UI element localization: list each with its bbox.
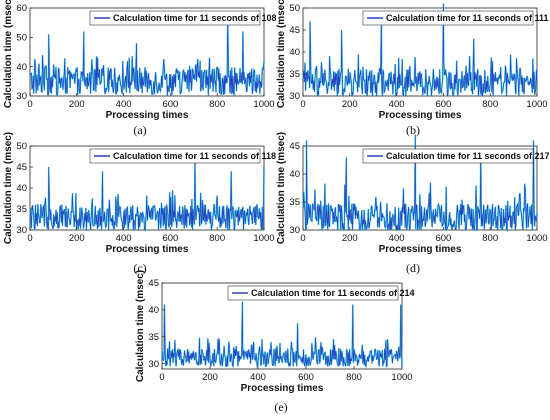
y-tick-label: 30 xyxy=(289,91,300,102)
x-tick-label: 600 xyxy=(162,99,178,110)
x-tick-label: 0 xyxy=(159,372,164,383)
legend-box xyxy=(362,148,534,164)
x-tick-label: 800 xyxy=(482,233,498,244)
x-tick-label: 400 xyxy=(250,372,266,383)
y-axis-label: Calculation time (msec) xyxy=(135,270,146,382)
panel-a: 0 200 400 600 800 1000 30 40 50 60 Processing time… xyxy=(3,0,277,137)
x-tick-label: 600 xyxy=(162,233,178,244)
legend-box xyxy=(227,285,399,301)
x-tick-label: 200 xyxy=(69,233,85,244)
y-tick-label: 40 xyxy=(289,47,300,58)
y-tick-label: 60 xyxy=(16,3,27,14)
x-tick-label: 0 xyxy=(300,233,305,244)
y-tick-label: 45 xyxy=(148,278,159,289)
y-tick-label: 35 xyxy=(148,332,159,343)
y-tick-label: 45 xyxy=(289,25,300,36)
x-tick-label: 1000 xyxy=(391,372,412,383)
legend-box xyxy=(89,148,261,164)
legend: Calculation time for 11 seconds of 214 xyxy=(227,285,415,301)
x-tick-label: 0 xyxy=(27,233,32,244)
x-tick-label: 0 xyxy=(27,99,32,110)
legend-label: Calculation time for 11 seconds of 214 xyxy=(251,288,415,298)
x-tick-label: 400 xyxy=(116,233,132,244)
panel-c: 0 200 400 600 800 1000 30 35 40 45 50 Processing ti… xyxy=(3,132,276,275)
panel-e: 0 200 400 600 800 1000 30 35 40 45 Processing time… xyxy=(135,270,415,414)
x-tick-label: 600 xyxy=(298,372,314,383)
x-axis-label: Processing times xyxy=(241,383,324,394)
panel-d: 0 200 400 600 800 1000 30 35 40 45 Processing time… xyxy=(276,132,550,275)
panel-b: 0 200 400 600 800 1000 30 35 40 45 50 Processing ti… xyxy=(276,0,549,137)
series-line xyxy=(29,158,265,231)
panel-caption: (d) xyxy=(406,261,420,275)
legend: Calculation time for 11 seconds of 108 xyxy=(89,10,277,26)
series-line xyxy=(161,301,403,368)
x-axis-label: Processing times xyxy=(379,244,462,255)
x-axis-label: Processing times xyxy=(106,110,189,121)
x-tick-label: 800 xyxy=(209,233,225,244)
x-tick-label: 0 xyxy=(300,99,305,110)
series-line xyxy=(29,13,265,96)
legend: Calculation time for 11 seconds of 111 xyxy=(362,10,549,26)
legend-label: Calculation time for 11 seconds of 118 xyxy=(113,151,276,161)
y-axis-label: Calculation time (msec) xyxy=(3,132,14,244)
legend-box xyxy=(89,10,261,26)
x-tick-label: 400 xyxy=(389,233,405,244)
legend-label: Calculation time for 11 seconds of 111 xyxy=(386,13,549,23)
x-axis-label: Processing times xyxy=(379,110,462,121)
panel-caption: (e) xyxy=(274,400,287,414)
y-tick-label: 35 xyxy=(289,69,300,80)
panel-caption: (c) xyxy=(133,261,146,275)
y-tick-label: 35 xyxy=(16,204,27,215)
y-tick-label: 50 xyxy=(16,33,27,44)
x-tick-label: 600 xyxy=(435,99,451,110)
panel-caption: (b) xyxy=(406,123,420,137)
y-axis-label: Calculation time (msec) xyxy=(3,0,14,108)
y-tick-label: 40 xyxy=(16,183,27,194)
legend: Calculation time for 11 seconds of 118 xyxy=(89,148,276,164)
x-tick-label: 1000 xyxy=(526,233,547,244)
series-line xyxy=(302,3,538,97)
y-tick-label: 40 xyxy=(148,305,159,316)
x-tick-label: 400 xyxy=(116,99,132,110)
panel-caption: (a) xyxy=(133,123,146,137)
y-tick-label: 30 xyxy=(16,91,27,102)
x-tick-label: 200 xyxy=(202,372,218,383)
y-tick-label: 50 xyxy=(289,3,300,14)
x-tick-label: 400 xyxy=(389,99,405,110)
series-line xyxy=(302,134,538,232)
x-tick-label: 200 xyxy=(342,233,358,244)
y-tick-label: 40 xyxy=(16,62,27,73)
x-tick-label: 800 xyxy=(209,99,225,110)
y-axis-label: Calculation time (msec) xyxy=(276,132,287,244)
y-tick-label: 30 xyxy=(148,359,159,370)
y-tick-label: 45 xyxy=(16,162,27,173)
y-tick-label: 35 xyxy=(289,197,300,208)
x-tick-label: 1000 xyxy=(253,99,274,110)
y-axis-label: Calculation time (msec) xyxy=(276,0,287,108)
y-tick-label: 50 xyxy=(16,141,27,152)
y-tick-label: 30 xyxy=(16,225,27,236)
x-tick-label: 1000 xyxy=(526,99,547,110)
x-tick-label: 200 xyxy=(69,99,85,110)
y-tick-label: 30 xyxy=(289,225,300,236)
x-tick-label: 800 xyxy=(482,99,498,110)
legend-label: Calculation time for 11 seconds of 217 xyxy=(386,151,550,161)
y-tick-label: 40 xyxy=(289,169,300,180)
x-tick-label: 200 xyxy=(342,99,358,110)
legend-box xyxy=(362,10,534,26)
legend: Calculation time for 11 seconds of 217 xyxy=(362,148,550,164)
x-tick-label: 600 xyxy=(435,233,451,244)
x-tick-label: 800 xyxy=(346,372,362,383)
y-tick-label: 45 xyxy=(289,141,300,152)
legend-label: Calculation time for 11 seconds of 108 xyxy=(113,13,277,23)
x-axis-label: Processing times xyxy=(106,244,189,255)
x-tick-label: 1000 xyxy=(253,233,274,244)
